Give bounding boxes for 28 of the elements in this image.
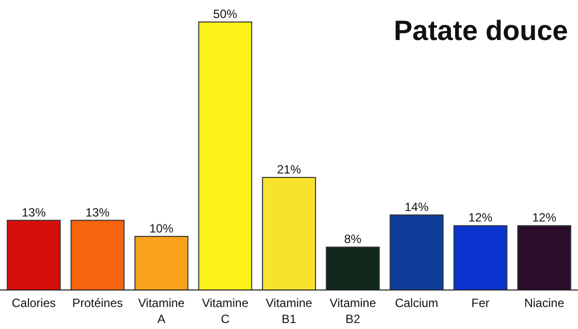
x-tick-label: Vitamine C (202, 296, 249, 326)
x-tick-label: Calories (12, 296, 56, 310)
bar (326, 246, 380, 290)
bar (198, 22, 252, 290)
data-label: 10% (149, 221, 174, 236)
bar (6, 220, 61, 290)
data-label: 21% (276, 162, 302, 176)
data-label: 13% (86, 205, 110, 220)
x-tick-label: Vitamine B1 (266, 296, 313, 326)
bar (517, 225, 572, 290)
bar (262, 176, 316, 290)
data-label: 12% (468, 210, 493, 225)
bar (70, 220, 125, 290)
bar (390, 214, 444, 290)
data-label: 50% (213, 7, 238, 21)
data-label: 12% (532, 210, 557, 225)
chart-title: Patate douce (394, 15, 568, 46)
x-tick-label: Vitamine B2 (330, 296, 376, 326)
bar (134, 236, 188, 290)
data-label: 14% (404, 200, 429, 214)
x-tick-label: Protéines (72, 296, 123, 310)
bar (453, 225, 508, 290)
data-label: 8% (344, 232, 362, 246)
x-tick-label: Fer (471, 296, 490, 310)
x-tick-label: Niacine (524, 296, 565, 310)
x-tick-label: Vitamine A (138, 296, 185, 326)
data-label: 13% (22, 205, 46, 220)
x-tick-label: Calcium (394, 296, 438, 310)
